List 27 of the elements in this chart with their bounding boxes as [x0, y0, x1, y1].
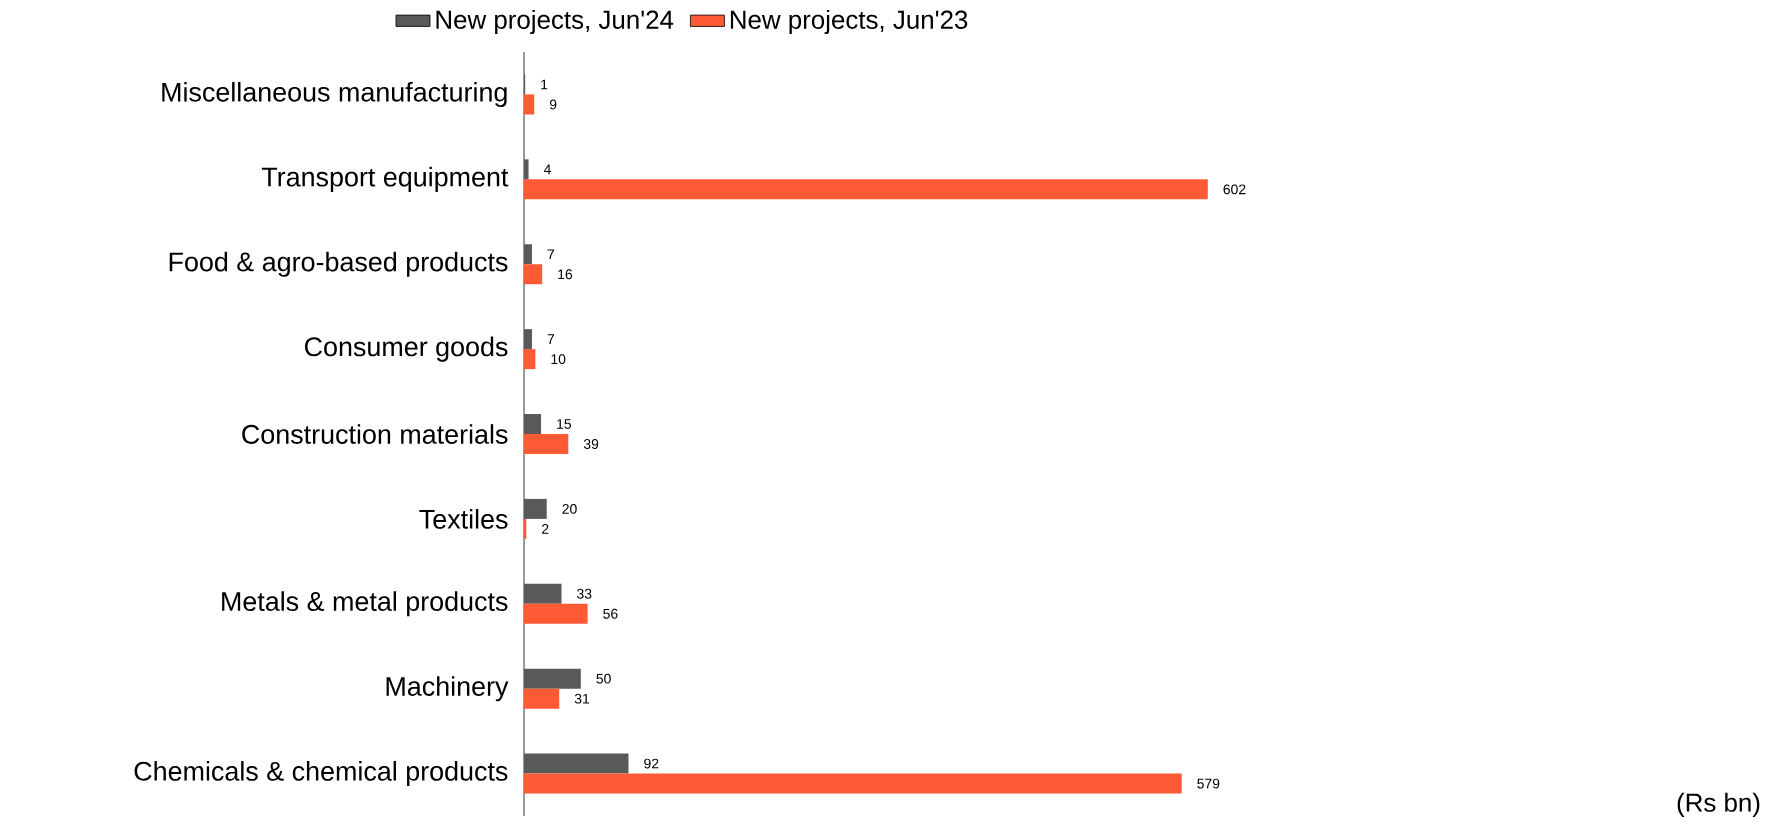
y-tick-label: Consumer goods: [305, 336, 508, 362]
bar: [524, 179, 1208, 200]
y-tick-label: Construction materials: [242, 424, 508, 444]
bar: [524, 583, 562, 604]
bar: [524, 244, 532, 265]
bar: [524, 773, 1182, 794]
legend-label: New projects, Jun'23: [730, 9, 968, 35]
y-tick-label: Metals & metal products: [222, 591, 508, 617]
bar: [524, 498, 547, 519]
text: (Rs bn): [1677, 792, 1760, 817]
bar: [524, 434, 569, 455]
y-tick-label: Food & agro-based products: [169, 251, 508, 277]
bar: [524, 688, 560, 709]
bar: [524, 414, 542, 435]
y-tick-label: Machinery: [386, 676, 509, 702]
y-tick-label: Transport equipment: [261, 166, 509, 192]
bar: [524, 264, 543, 285]
bar: [524, 603, 588, 624]
legend-label: New projects, Jun'24: [436, 9, 674, 35]
bar: [524, 329, 532, 350]
bar: [524, 349, 536, 370]
y-tick-label: Textiles: [419, 509, 508, 529]
y-tick-label: Miscellaneous manufacturing: [162, 81, 507, 108]
bar: [524, 668, 581, 689]
bar: [524, 94, 535, 115]
bar: [524, 753, 629, 774]
y-tick-label: Chemicals & chemical products: [134, 761, 508, 787]
